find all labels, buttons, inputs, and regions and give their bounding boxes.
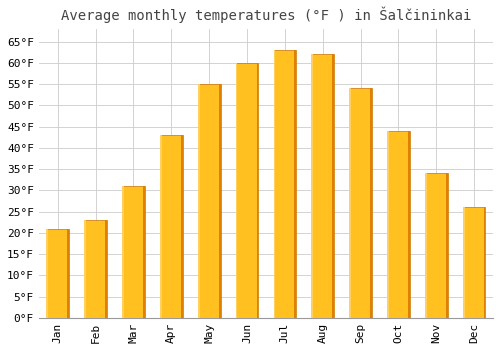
Bar bbox=[198, 84, 220, 318]
Bar bbox=[46, 229, 48, 318]
Bar bbox=[274, 50, 296, 318]
Bar bbox=[387, 131, 389, 318]
Bar bbox=[160, 135, 182, 318]
Bar bbox=[143, 186, 145, 318]
Bar bbox=[349, 88, 372, 318]
Bar bbox=[274, 50, 276, 318]
Bar bbox=[387, 131, 410, 318]
Bar bbox=[332, 54, 334, 318]
Bar bbox=[84, 220, 86, 318]
Bar bbox=[370, 88, 372, 318]
Bar bbox=[484, 208, 486, 318]
Bar bbox=[84, 220, 107, 318]
Bar bbox=[446, 173, 448, 318]
Bar bbox=[463, 208, 464, 318]
Bar bbox=[312, 54, 334, 318]
Bar bbox=[408, 131, 410, 318]
Bar bbox=[256, 63, 258, 318]
Bar bbox=[160, 135, 162, 318]
Bar bbox=[236, 63, 238, 318]
Bar bbox=[218, 84, 220, 318]
Bar bbox=[105, 220, 107, 318]
Bar bbox=[46, 229, 69, 318]
Bar bbox=[349, 88, 351, 318]
Bar bbox=[312, 54, 313, 318]
Bar bbox=[236, 63, 258, 318]
Bar bbox=[198, 84, 200, 318]
Bar bbox=[122, 186, 124, 318]
Bar bbox=[463, 208, 485, 318]
Bar bbox=[425, 173, 448, 318]
Bar bbox=[68, 229, 69, 318]
Bar bbox=[181, 135, 182, 318]
Bar bbox=[122, 186, 145, 318]
Bar bbox=[425, 173, 426, 318]
Bar bbox=[294, 50, 296, 318]
Title: Average monthly temperatures (°F ) in Šalčininkai: Average monthly temperatures (°F ) in Ša… bbox=[60, 7, 471, 23]
